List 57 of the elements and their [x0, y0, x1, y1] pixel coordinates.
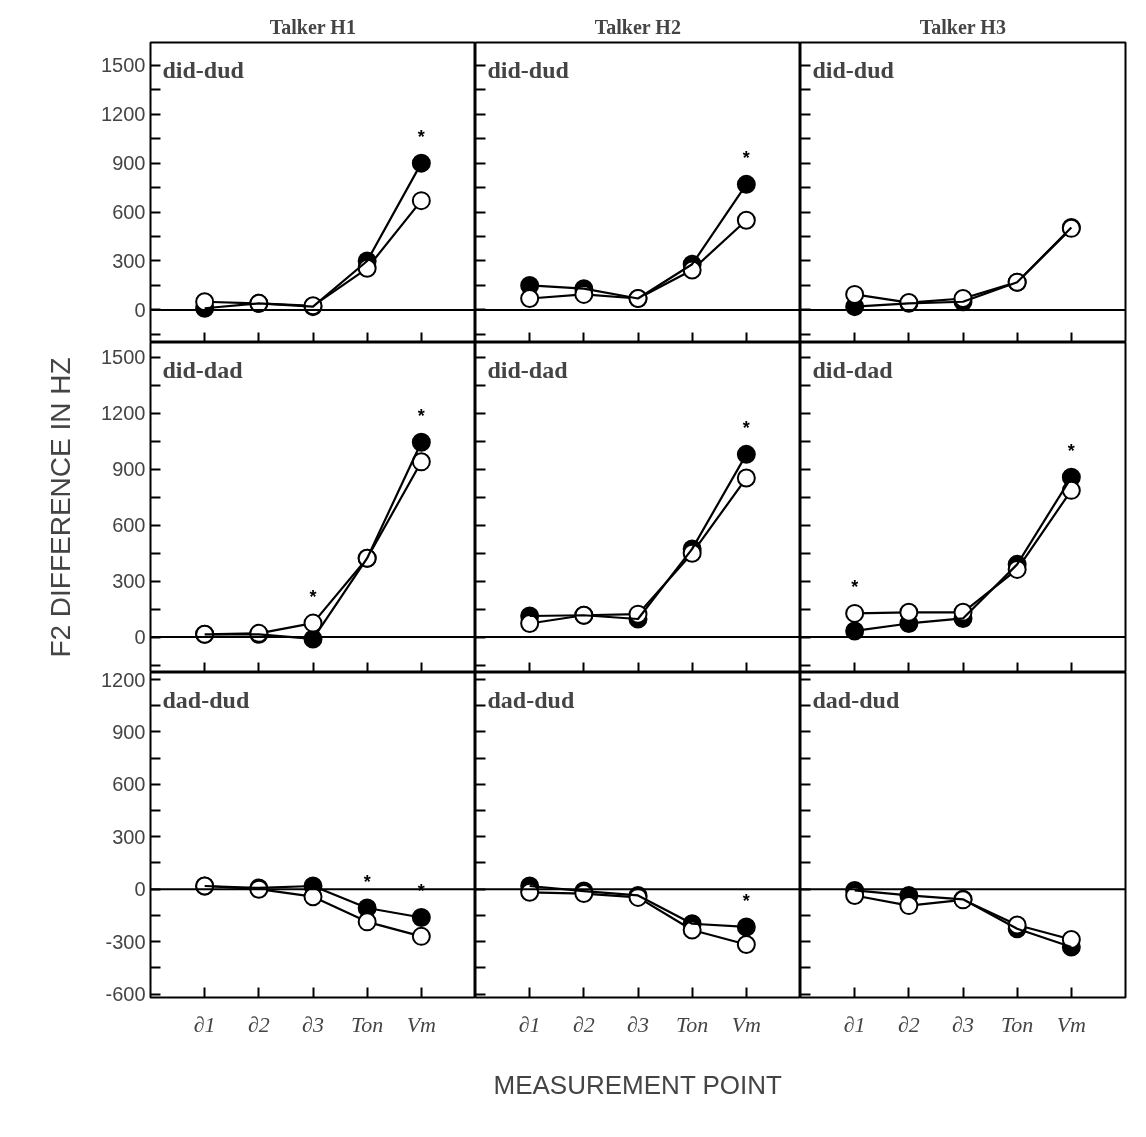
x-tick-label: ∂2: [897, 1011, 920, 1037]
y-tick-label: 900: [112, 152, 146, 175]
y-tick-label: 1200: [101, 668, 146, 691]
x-tick-label: Ton: [1001, 1011, 1034, 1037]
y-tick-label: 1200: [101, 103, 146, 126]
y-tick-label: 1200: [101, 402, 146, 425]
y-tick-label: 0: [134, 626, 146, 649]
y-tick-label: 300: [112, 825, 146, 848]
chart-title: Talker H2: [594, 15, 681, 38]
annotation: did-dud: [812, 56, 895, 83]
y-tick-label: 900: [112, 720, 146, 743]
x-tick-label: Vm: [1056, 1011, 1086, 1037]
x-axis-title: MEASUREMENT POINT: [493, 1069, 783, 1100]
annotation: did-dad: [812, 356, 894, 383]
y-tick-label: 900: [112, 458, 146, 481]
y-tick-label: 1500: [101, 346, 146, 369]
annotation: *: [1067, 441, 1075, 462]
annotation: dad-dud: [812, 686, 900, 713]
x-tick-label: ∂1: [193, 1011, 216, 1037]
x-tick-label: Ton: [676, 1011, 709, 1037]
annotation: did-dud: [487, 56, 570, 83]
y-tick-label: -600: [105, 983, 146, 1006]
chart-title: Talker H1: [269, 15, 356, 38]
x-tick-label: ∂3: [302, 1011, 324, 1037]
annotation: *: [309, 587, 317, 608]
x-tick-label: Vm: [406, 1011, 436, 1037]
x-tick-label: ∂2: [572, 1011, 595, 1037]
x-tick-label: ∂2: [247, 1011, 270, 1037]
annotation: *: [742, 418, 750, 439]
y-axis-title: F2 DIFFERENCE IN HZ: [45, 357, 77, 658]
y-tick-label: 600: [112, 201, 146, 224]
annotation: *: [742, 148, 750, 169]
x-tick-label: ∂3: [627, 1011, 649, 1037]
y-tick-label: 300: [112, 249, 146, 272]
annotation: did-dad: [487, 356, 569, 383]
y-tick-label: 600: [112, 514, 146, 537]
x-tick-label: Ton: [351, 1011, 384, 1037]
x-tick-label: Vm: [731, 1011, 761, 1037]
annotation: dad-dud: [162, 686, 250, 713]
y-tick-label: 0: [134, 878, 146, 901]
annotation: *: [851, 577, 859, 598]
annotation: *: [417, 127, 425, 148]
y-tick-label: 0: [134, 298, 146, 321]
y-tick-label: -300: [105, 930, 146, 953]
x-tick-label: ∂1: [518, 1011, 541, 1037]
chart-title: Talker H3: [919, 15, 1006, 38]
x-tick-label: ∂1: [843, 1011, 866, 1037]
annotation: *: [363, 872, 371, 893]
annotation: *: [742, 890, 750, 911]
y-tick-label: 600: [112, 773, 146, 796]
y-tick-label: 300: [112, 570, 146, 593]
annotation: *: [417, 406, 425, 427]
y-tick-label: 1500: [101, 54, 146, 77]
x-tick-label: ∂3: [952, 1011, 974, 1037]
annotation: did-dud: [162, 56, 245, 83]
annotation: did-dad: [162, 356, 244, 383]
annotation: dad-dud: [487, 686, 575, 713]
